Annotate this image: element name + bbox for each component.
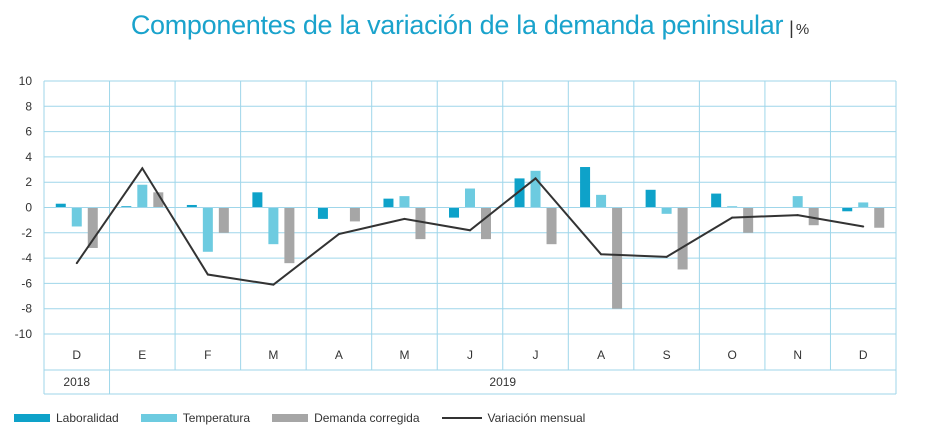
bar-demanda-corregida <box>612 207 623 309</box>
legend-item-temperatura: Temperatura <box>140 411 251 425</box>
chart-title-main: Componentes de la variación de la demand… <box>130 10 784 40</box>
x-category-label: A <box>597 348 605 362</box>
bar-temperatura <box>268 207 279 245</box>
x-category-label: N <box>793 348 802 362</box>
bar-temperatura <box>399 196 410 208</box>
y-tick-label: -2 <box>21 226 32 240</box>
bar-temperatura <box>465 188 475 208</box>
point-variacion-mensual <box>206 273 209 276</box>
bar-demanda-corregida <box>677 207 688 270</box>
y-tick-label: 0 <box>25 201 32 215</box>
legend-label-demanda-corregida: Demanda corregida <box>314 411 420 425</box>
bar-laboralidad <box>842 207 853 212</box>
bar-demanda-corregida <box>874 207 885 228</box>
point-variacion-mensual <box>403 217 406 220</box>
bar-laboralidad <box>645 189 656 208</box>
legend-item-laboralidad: Laboralidad <box>14 411 119 425</box>
bar-laboralidad <box>711 193 722 208</box>
bar-laboralidad <box>383 198 394 208</box>
bar-demanda-corregida <box>349 207 360 222</box>
bar-temperatura <box>596 194 607 208</box>
legend-label-temperatura: Temperatura <box>182 411 251 425</box>
bar-laboralidad <box>55 203 66 208</box>
bar-demanda-corregida <box>153 192 164 208</box>
bar-temperatura <box>530 170 541 208</box>
bar-demanda-corregida <box>546 207 557 245</box>
legend-label-laboralidad: Laboralidad <box>56 411 119 425</box>
y-tick-label: 8 <box>25 99 32 113</box>
point-variacion-mensual <box>862 225 865 228</box>
bar-laboralidad <box>121 206 132 208</box>
legend: Laboralidad Temperatura Demanda corregid… <box>14 409 607 427</box>
bar-demanda-corregida <box>481 207 491 240</box>
point-variacion-mensual <box>75 262 78 265</box>
y-tick-label: 2 <box>25 175 32 189</box>
y-tick-label: -4 <box>21 251 32 265</box>
point-variacion-mensual <box>665 255 668 258</box>
y-tick-label: 6 <box>25 125 32 139</box>
bar-demanda-corregida <box>218 207 229 233</box>
point-variacion-mensual <box>534 177 537 180</box>
year-label: 2019 <box>489 375 516 389</box>
legend-swatch-laboralidad <box>14 414 50 422</box>
bar-demanda-corregida <box>87 207 98 248</box>
legend-item-demanda-corregida: Demanda corregida <box>272 411 420 425</box>
title-unit: % <box>795 21 810 38</box>
legend-swatch-variacion-mensual <box>441 417 482 419</box>
bar-demanda-corregida <box>415 207 426 240</box>
x-category-label: M <box>399 348 409 362</box>
x-category-label: E <box>138 348 146 362</box>
x-category-label: F <box>204 348 211 362</box>
x-category-label: J <box>533 348 539 362</box>
x-category-label: D <box>859 348 868 362</box>
bar-laboralidad <box>252 192 263 208</box>
point-variacion-mensual <box>731 216 734 219</box>
year-label: 2018 <box>63 375 90 389</box>
x-category-label: O <box>727 348 736 362</box>
bar-temperatura <box>202 207 213 252</box>
bar-temperatura <box>858 202 869 208</box>
title-separator: | <box>789 18 794 38</box>
x-category-label: J <box>467 348 473 362</box>
bar-laboralidad <box>186 204 197 208</box>
bar-laboralidad <box>580 167 591 208</box>
y-tick-label: 10 <box>19 74 33 88</box>
point-variacion-mensual <box>272 283 275 286</box>
point-variacion-mensual <box>796 214 799 217</box>
bar-temperatura <box>137 184 148 208</box>
x-category-label: M <box>268 348 278 362</box>
y-tick-label: -6 <box>21 276 32 290</box>
bar-laboralidad <box>449 207 459 218</box>
legend-item-variacion-mensual: Variación mensual <box>441 411 586 425</box>
bar-laboralidad <box>514 178 525 208</box>
legend-label-variacion-mensual: Variación mensual <box>487 411 586 425</box>
y-tick-label: -8 <box>21 302 32 316</box>
legend-swatch-temperatura <box>140 414 177 422</box>
x-category-label: A <box>335 348 343 362</box>
point-variacion-mensual <box>337 233 340 236</box>
bar-demanda-corregida <box>284 207 295 264</box>
point-variacion-mensual <box>600 253 603 256</box>
x-category-label: S <box>663 348 671 362</box>
bar-temperatura <box>661 207 672 214</box>
legend-swatch-demanda-corregida <box>272 414 309 422</box>
bar-laboralidad <box>317 207 328 219</box>
chart-title: Componentes de la variación de la demand… <box>0 10 940 41</box>
bar-temperatura <box>792 196 803 208</box>
point-variacion-mensual <box>469 229 471 232</box>
x-category-label: D <box>72 348 81 362</box>
bar-temperatura <box>71 207 82 227</box>
bar-demanda-corregida <box>808 207 819 226</box>
y-tick-label: 4 <box>25 150 32 164</box>
y-tick-label: -10 <box>15 327 33 341</box>
point-variacion-mensual <box>141 167 144 170</box>
bar-demanda-corregida <box>743 207 754 233</box>
bar-temperatura <box>727 206 738 208</box>
